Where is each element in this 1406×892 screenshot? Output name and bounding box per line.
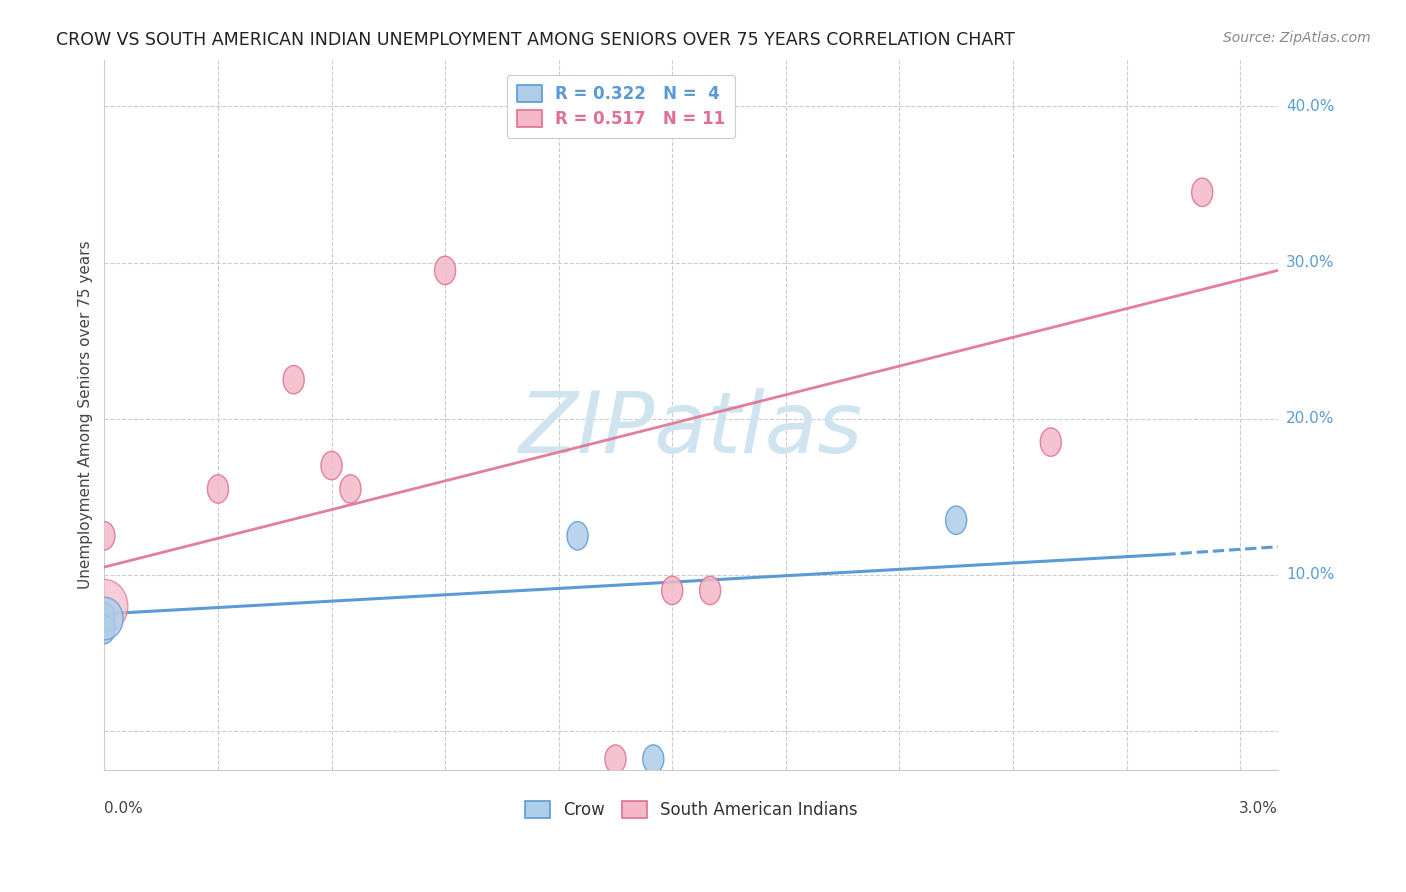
Text: 30.0%: 30.0% xyxy=(1286,255,1334,270)
Ellipse shape xyxy=(567,522,588,550)
Text: 3.0%: 3.0% xyxy=(1239,800,1278,815)
Text: 10.0%: 10.0% xyxy=(1286,567,1334,582)
Ellipse shape xyxy=(208,475,229,503)
Ellipse shape xyxy=(86,598,124,640)
Ellipse shape xyxy=(283,366,304,394)
Text: ZIPatlas: ZIPatlas xyxy=(519,387,863,470)
Ellipse shape xyxy=(82,580,128,632)
Legend: Crow, South American Indians: Crow, South American Indians xyxy=(519,794,865,826)
Text: 20.0%: 20.0% xyxy=(1286,411,1334,426)
Ellipse shape xyxy=(1192,178,1213,207)
Ellipse shape xyxy=(946,506,967,534)
Text: 0.0%: 0.0% xyxy=(104,800,143,815)
Ellipse shape xyxy=(643,745,664,773)
Text: Source: ZipAtlas.com: Source: ZipAtlas.com xyxy=(1223,31,1371,45)
Y-axis label: Unemployment Among Seniors over 75 years: Unemployment Among Seniors over 75 years xyxy=(79,241,93,589)
Ellipse shape xyxy=(94,603,115,632)
Ellipse shape xyxy=(340,475,361,503)
Ellipse shape xyxy=(321,451,342,480)
Text: 40.0%: 40.0% xyxy=(1286,99,1334,114)
Ellipse shape xyxy=(1040,428,1062,457)
Ellipse shape xyxy=(605,745,626,773)
Ellipse shape xyxy=(94,522,115,550)
Ellipse shape xyxy=(94,615,115,644)
Ellipse shape xyxy=(700,576,721,605)
Ellipse shape xyxy=(662,576,683,605)
Ellipse shape xyxy=(434,256,456,285)
Text: CROW VS SOUTH AMERICAN INDIAN UNEMPLOYMENT AMONG SENIORS OVER 75 YEARS CORRELATI: CROW VS SOUTH AMERICAN INDIAN UNEMPLOYME… xyxy=(56,31,1015,49)
